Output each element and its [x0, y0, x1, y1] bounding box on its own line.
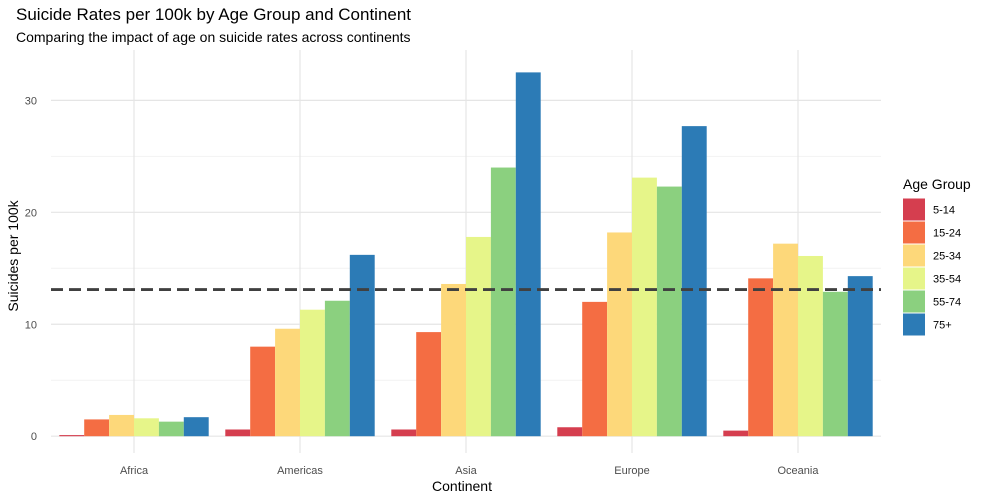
chart-title: Suicide Rates per 100k by Age Group and … — [16, 5, 411, 24]
bar-oceania-25-34 — [773, 243, 798, 437]
legend-label: 15-24 — [933, 228, 961, 240]
y-tick-label: 20 — [25, 207, 37, 219]
bar-africa-35-54 — [134, 418, 159, 437]
y-axis-ticks: 0 10 20 30 — [25, 95, 37, 443]
legend-label: 35-54 — [933, 274, 961, 286]
bars — [59, 72, 873, 437]
y-tick-label: 10 — [25, 319, 37, 331]
y-tick-label: 30 — [25, 95, 37, 107]
bar-africa-25-34 — [109, 414, 134, 437]
legend-label: 5-14 — [933, 205, 955, 217]
bar-americas-15-24 — [250, 346, 276, 437]
x-tick-label: Americas — [277, 465, 323, 477]
bar-oceania-35-54 — [798, 255, 823, 437]
bar-asia-15-24 — [416, 332, 442, 437]
bar-asia-5-14 — [391, 429, 417, 437]
x-tick-label: Europe — [614, 465, 649, 477]
legend-swatch — [903, 198, 925, 221]
bar-americas-25-34 — [275, 328, 300, 437]
bar-europe-35-54 — [632, 177, 657, 437]
y-axis-title: Suicides per 100k — [5, 199, 21, 311]
bar-europe-55-74 — [656, 186, 682, 437]
bar-africa-55-74 — [158, 421, 184, 437]
bar-asia-75+ — [515, 72, 541, 437]
bar-asia-55-74 — [490, 167, 516, 437]
x-axis-ticks: Africa Americas Asia Europe Oceania — [120, 465, 819, 477]
legend-title: Age Group — [903, 176, 971, 192]
bar-americas-55-74 — [324, 300, 350, 437]
legend-swatch — [903, 290, 925, 313]
bar-europe-15-24 — [582, 301, 608, 437]
bar-oceania-75+ — [847, 276, 873, 437]
bar-americas-75+ — [349, 254, 375, 437]
y-tick-label: 0 — [31, 431, 37, 443]
bar-asia-25-34 — [441, 283, 466, 437]
legend-swatch — [903, 244, 925, 267]
legend-label: 55-74 — [933, 297, 961, 309]
x-tick-label: Asia — [455, 465, 477, 477]
legend-swatch — [903, 267, 925, 290]
bar-americas-5-14 — [225, 429, 251, 437]
legend-items: 5-14 15-24 25-34 35-54 55-74 75+ — [903, 198, 961, 336]
legend-swatch — [903, 313, 925, 336]
x-axis-title: Continent — [432, 478, 492, 494]
chart-subtitle: Comparing the impact of age on suicide r… — [16, 29, 411, 45]
bar-africa-75+ — [183, 417, 209, 437]
x-tick-label: Oceania — [778, 465, 820, 477]
bar-europe-75+ — [681, 126, 707, 437]
legend-swatch — [903, 221, 925, 244]
bar-oceania-5-14 — [723, 430, 749, 437]
bar-oceania-15-24 — [748, 278, 774, 437]
bar-oceania-55-74 — [822, 291, 848, 437]
bar-europe-25-34 — [607, 232, 632, 437]
legend-label: 75+ — [933, 320, 952, 332]
bar-africa-15-24 — [84, 419, 110, 437]
bar-asia-35-54 — [466, 236, 491, 437]
legend: Age Group 5-14 15-24 25-34 35-54 55-74 75+ — [903, 176, 971, 336]
legend-label: 25-34 — [933, 251, 961, 263]
bar-africa-5-14 — [59, 435, 85, 437]
x-tick-label: Africa — [120, 465, 149, 477]
bar-americas-35-54 — [300, 309, 325, 437]
bar-europe-5-14 — [557, 427, 583, 437]
